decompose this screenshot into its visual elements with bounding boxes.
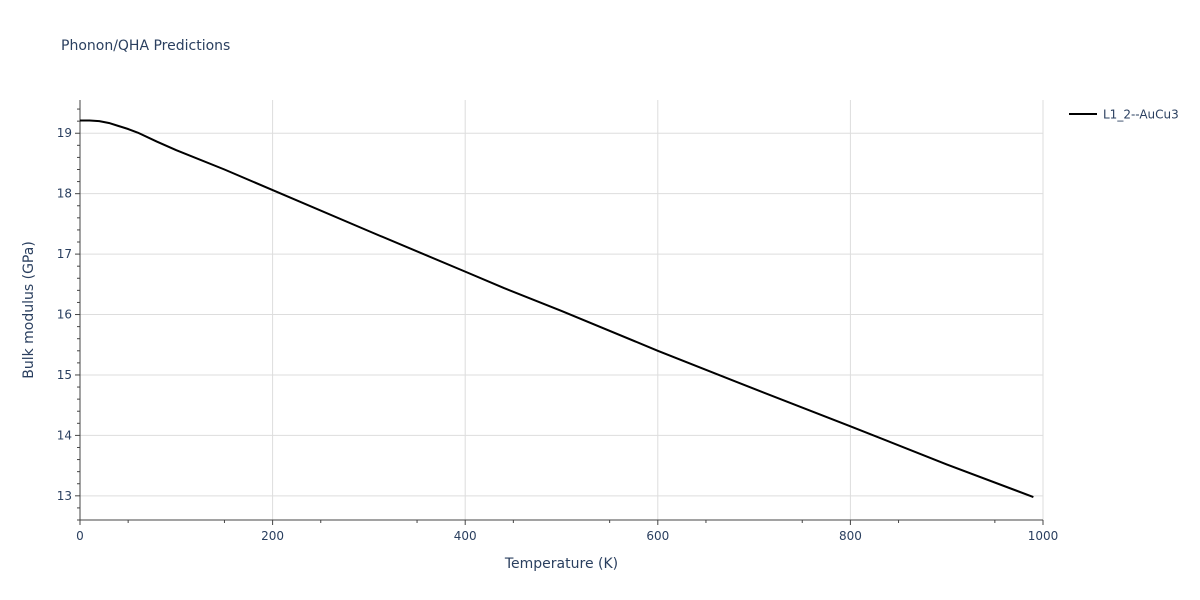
x-tick-label: 0 bbox=[76, 529, 84, 543]
series-group bbox=[80, 119, 1034, 498]
axes bbox=[75, 100, 1044, 525]
y-tick-label: 17 bbox=[57, 247, 72, 261]
y-tick-label: 16 bbox=[57, 308, 72, 322]
x-tick-label: 800 bbox=[839, 529, 862, 543]
x-axis-ticks: 0 200 400 600 800 1000 bbox=[76, 529, 1058, 543]
y-tick-label: 13 bbox=[57, 489, 72, 503]
y-axis-title: Bulk modulus (GPa) bbox=[21, 241, 37, 379]
y-axis-ticks: 13 14 15 16 17 18 19 bbox=[57, 126, 72, 503]
y-tick-label: 18 bbox=[57, 187, 72, 201]
x-tick-label: 1000 bbox=[1028, 529, 1059, 543]
x-axis-title: Temperature (K) bbox=[504, 556, 618, 572]
y-tick-label: 15 bbox=[57, 368, 72, 382]
legend[interactable]: L1_2--AuCu3 bbox=[1069, 108, 1179, 122]
x-tick-label: 200 bbox=[261, 529, 284, 543]
chart-title: Phonon/QHA Predictions bbox=[61, 38, 230, 54]
y-tick-label: 14 bbox=[57, 428, 72, 442]
x-tick-label: 400 bbox=[454, 529, 477, 543]
legend-label: L1_2--AuCu3 bbox=[1103, 108, 1179, 122]
y-tick-label: 19 bbox=[57, 126, 72, 140]
x-tick-label: 600 bbox=[646, 529, 669, 543]
grid bbox=[80, 100, 1044, 520]
series-line bbox=[80, 119, 1034, 498]
